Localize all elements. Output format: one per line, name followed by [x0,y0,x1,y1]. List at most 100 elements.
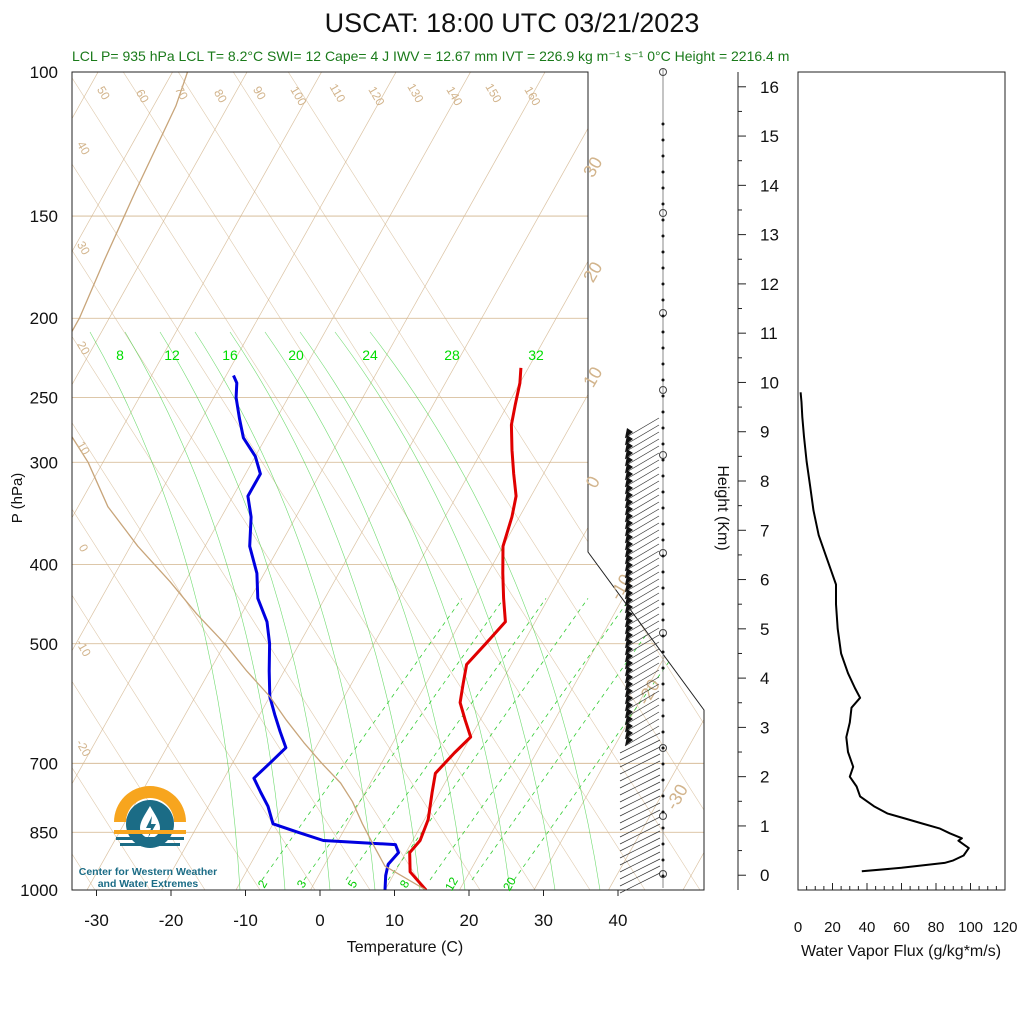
level-dot [661,570,665,574]
isotherm-line [72,72,343,890]
level-dot [661,794,665,798]
wind-barb-staff [619,760,661,782]
wind-barb-staff [624,697,660,719]
wind-barb-staff [619,739,661,761]
temperature-label-left: 20 [74,339,93,358]
level-dot [661,842,665,846]
calm-circle [659,744,667,752]
level-dot [661,442,665,446]
wind-barb-staff [619,844,661,866]
level-dot [661,618,665,622]
temperature-tick-label: 20 [460,911,479,930]
mixing-ratio-line [429,598,631,881]
pressure-tick-label: 500 [30,635,58,654]
wind-barb-staff [624,578,660,600]
flux-tick-label: 120 [992,919,1017,936]
height-tick-label: 4 [760,669,769,688]
mixing-ratio-label-top: 20 [288,347,304,363]
flux-tick-label: 100 [958,919,983,936]
wind-barb-staff [624,606,660,628]
level-dot [661,154,665,158]
level-dot [661,282,665,286]
height-tick-label: 9 [760,423,769,442]
isotherm-label: 50 [94,84,113,103]
skew-t-grid [72,72,704,890]
isotherm-line [598,72,704,890]
dry-adiabat-line [72,72,316,890]
dewpoint-line [232,374,400,890]
wind-barb-staff [624,550,660,572]
height-tick-label: 0 [760,866,769,885]
flux-tick-label: 0 [794,919,802,936]
isotherm-line [72,72,418,890]
flux-axis-label: Water Vapor Flux (g/kg*m/s) [801,943,1001,960]
height-tick-label: 1 [760,817,769,836]
level-dot [661,538,665,542]
height-tick-label: 13 [760,226,779,245]
wind-barb-flag [625,736,633,746]
wind-barb-staff [619,795,661,817]
wind-barb-staff [624,536,660,558]
wind-barb-staff [619,837,661,859]
level-dot [661,778,665,782]
wind-barb-staff [624,676,660,698]
wind-barb-staff [619,788,661,810]
isotherm-label: 120 [365,84,387,109]
mixing-ratio-label-bottom: 20 [500,874,519,893]
height-tick-label: 3 [760,718,769,737]
isotherm-label: 80 [211,87,230,106]
level-dot [661,378,665,382]
wind-barb-staff [624,522,660,544]
temperature-label-right: -30 [662,781,692,814]
pressure-tick-label: 700 [30,754,58,773]
dry-adiabat-line [72,72,206,890]
wind-barb-staff [624,725,660,747]
logo-caption-line1: Center for Western Weather [78,866,218,878]
wind-barb-staff [619,830,661,852]
dry-adiabat-line [249,72,704,890]
wind-barb-staff [624,627,660,649]
dry-adiabat-line [72,72,426,890]
dry-adiabat-line [84,72,646,890]
wind-barb-staff [624,704,660,726]
wind-barb-staff [624,445,660,467]
temperature-tick-label: 30 [534,911,553,930]
level-dot [661,730,665,734]
temperature-label-left: 40 [74,139,93,158]
level-dot [661,218,665,222]
level-dot [661,474,665,478]
isotherm-label: 70 [172,84,191,103]
flux-tick-label: 20 [824,919,841,936]
level-dot [661,634,665,638]
isotherm-line [374,72,704,890]
logo-caption: Center for Western Weather and Water Ext… [68,866,228,890]
wind-barb-staff [624,613,660,635]
dry-adiabat-line [72,72,591,890]
isotherm-label: 130 [404,81,426,106]
logo-caption-line2: and Water Extremes [97,878,199,890]
mixing-ratio-line [387,598,589,881]
moist-adiabat-line [229,331,421,890]
isotherm-line [76,72,567,890]
skew-t-labels: 50 60 70 80 90 100 110 120 130 140 150 160403020100… [73,81,692,893]
wind-barb-staff [624,599,660,621]
wind-barb-staff [619,851,661,873]
pressure-tick-label: 400 [30,555,58,574]
moist-adiabat-line [369,331,601,890]
moist-adiabat-line [299,331,511,890]
mixing-ratio-label-top: 28 [444,347,460,363]
height-tick-label: 15 [760,127,779,146]
mixing-ratio-line [513,598,704,881]
moist-adiabat-line [264,331,466,890]
wind-barb-staff [624,711,660,733]
mixing-ratio-line [471,598,673,881]
isotherm-line [225,72,704,890]
wind-barb-staff [624,466,660,488]
level-dot [661,170,665,174]
y-axis-label: P (hPa) [9,473,26,524]
level-dot [661,698,665,702]
isotherm-line [72,72,120,890]
calm-circle [659,386,667,394]
isotherm-line [449,72,704,890]
wind-barb-staff [619,872,661,894]
